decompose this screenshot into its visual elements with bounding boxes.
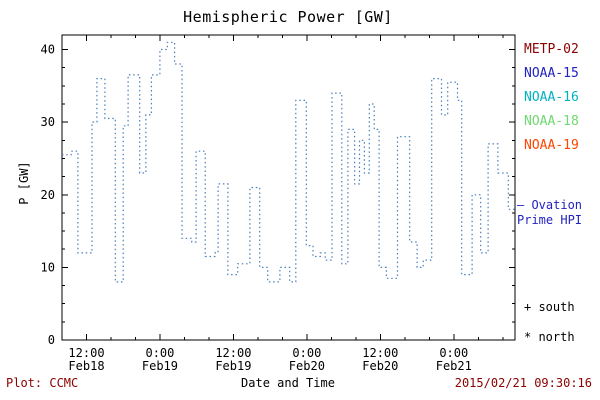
south-marker-label: + south: [524, 300, 575, 314]
x-tick-label-date: Feb20: [289, 359, 325, 373]
x-tick-label-date: Feb20: [362, 359, 398, 373]
x-tick-label-time: 12:00: [68, 346, 104, 360]
y-tick-label: 10: [41, 260, 55, 274]
x-tick-label-time: 0:00: [145, 346, 174, 360]
legend-item-metp-02: METP-02: [524, 42, 579, 57]
x-axis-label: Date and Time: [241, 376, 335, 390]
ovation-annotation-line2: Prime HPI: [517, 213, 583, 227]
footer-plot-source: Plot: CCMC: [6, 376, 79, 390]
chart-title: Hemispheric Power [GW]: [183, 8, 393, 26]
legend-item-noaa-19: NOAA-19: [524, 138, 579, 153]
footer-timestamp: 2015/02/21 09:30:16: [454, 376, 592, 390]
y-tick-label: 20: [41, 188, 55, 202]
y-tick-label: 30: [41, 115, 55, 129]
legend-item-noaa-16: NOAA-16: [524, 90, 579, 105]
x-tick-label-date: Feb21: [436, 359, 472, 373]
y-tick-label: 0: [48, 333, 55, 347]
x-tick-label-date: Feb18: [68, 359, 104, 373]
hpi-series-path: [62, 41, 515, 283]
satellite-legend: METP-02 NOAA-15 NOAA-16 NOAA-18 NOAA-19: [524, 42, 579, 153]
x-tick-label-time: 0:00: [292, 346, 321, 360]
legend-item-noaa-18: NOAA-18: [524, 114, 579, 129]
x-tick-label-time: 12:00: [215, 346, 251, 360]
x-tick-label-date: Feb19: [215, 359, 251, 373]
axis-box: [61, 34, 516, 341]
y-tick-label: 40: [41, 43, 55, 57]
legend-item-noaa-15: NOAA-15: [524, 66, 579, 81]
x-tick-label-date: Feb19: [142, 359, 178, 373]
x-tick-label-time: 0:00: [439, 346, 468, 360]
north-marker-label: * north: [524, 330, 575, 344]
ovation-annotation: — Ovation Prime HPI: [517, 198, 582, 228]
ovation-annotation-line1: — Ovation: [517, 198, 583, 212]
x-tick-label-time: 12:00: [362, 346, 398, 360]
